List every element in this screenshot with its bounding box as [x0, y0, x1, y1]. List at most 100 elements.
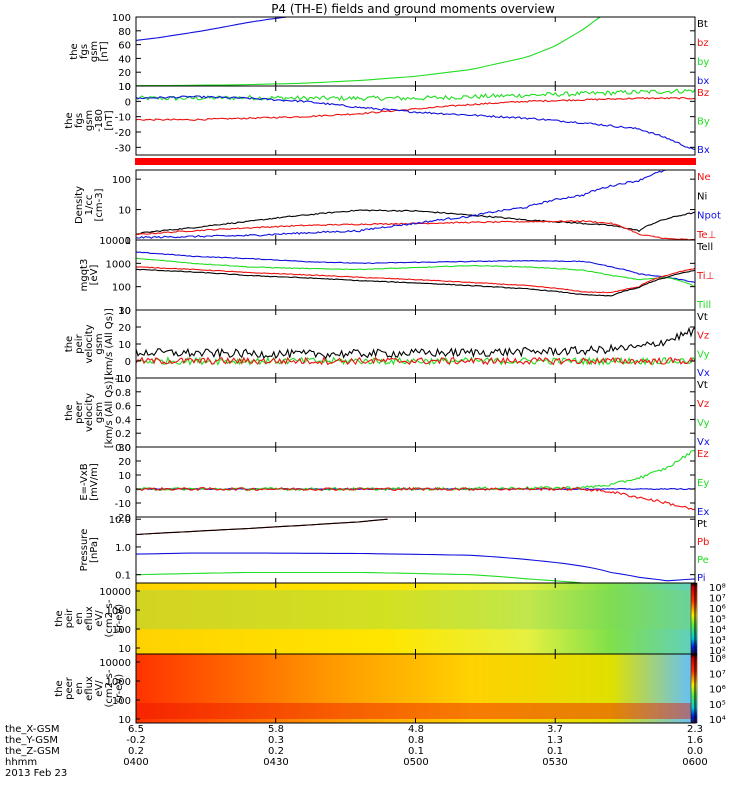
- y-axis-label: peer: [74, 400, 85, 424]
- x-tick-label: 4.8: [408, 724, 424, 735]
- colorbar-label: 10²: [709, 646, 726, 657]
- y-tick-label: 40: [118, 54, 131, 65]
- x-tick-label: 0.1: [547, 746, 563, 757]
- panel-frame: [135, 377, 696, 448]
- colorbar-label: 10⁶: [709, 685, 726, 696]
- x-tick-label: 0600: [682, 757, 707, 768]
- x-tick-label: 0430: [263, 757, 288, 768]
- y-tick-label: 1.0: [115, 374, 131, 385]
- y-tick-label: 10: [118, 340, 131, 351]
- y-axis-label: the: [64, 112, 75, 128]
- y-tick-label: 30: [118, 443, 131, 454]
- panel-3: 1 10 100 Density 1/cc [cm-3] Ne Ni Npot Te⊥: [74, 169, 721, 247]
- heatmap-band: [136, 703, 695, 719]
- series-line: [135, 16, 601, 87]
- y-axis-label: peir: [64, 608, 75, 628]
- y-axis-label: the: [54, 610, 65, 626]
- y-axis-label: eV/: [94, 610, 105, 627]
- y-tick-label: 30: [118, 306, 131, 317]
- y-tick-label: 10.0: [109, 515, 131, 526]
- y-tick-label: 20: [118, 323, 131, 334]
- x-row-label: hhmm: [5, 757, 37, 768]
- x-tick-label: 6.5: [128, 724, 144, 735]
- y-tick-label: 60: [118, 41, 131, 52]
- y-tick-label: 10: [118, 471, 131, 482]
- y-tick-label: 10: [118, 82, 131, 93]
- x-tick-label: 0530: [542, 757, 567, 768]
- y-tick-label: 1000: [106, 259, 131, 270]
- y-tick-label: 0.4: [115, 415, 131, 426]
- legend-entry: By: [697, 117, 710, 128]
- series-line: [135, 16, 287, 42]
- x-tick-label: 5.8: [268, 724, 284, 735]
- x-tick-label: 0.1: [408, 746, 424, 757]
- y-axis-label: [cm-3]: [94, 188, 105, 221]
- colorbar-label: 10⁷: [709, 594, 726, 605]
- y-tick-label: 0.2: [115, 429, 131, 440]
- legend-entry: Vz: [697, 331, 709, 342]
- y-axis-label: E=-VxB: [79, 463, 90, 500]
- panel-7: -20 -10 0 10 20 30 E=-VxB [mV/m] Ez Ey Ex: [79, 443, 709, 524]
- y-tick-label: 100: [112, 283, 131, 294]
- y-tick-label: -10: [115, 499, 131, 510]
- y-axis-label: [km/s (All Qs)]: [104, 377, 115, 449]
- legend-entry: Npot: [697, 211, 721, 222]
- panel-8: 0.1 1.0 10.0 Pressure [nPa] Pt Pb Pe Pi: [79, 515, 709, 584]
- x-tick-label: 0400: [123, 757, 148, 768]
- y-axis-label: [eV]: [89, 265, 100, 286]
- legend-entry: Bx: [697, 145, 710, 156]
- y-axis-label: eV/: [94, 680, 105, 697]
- series-line: [135, 257, 696, 288]
- x-tick-label: 0.8: [408, 735, 424, 746]
- y-tick-label: -20: [115, 128, 131, 139]
- legend-entry: Till: [696, 300, 711, 311]
- x-row-label: the_X-GSM: [5, 724, 59, 735]
- y-tick-label: -10: [115, 374, 131, 385]
- y-tick-label: 0: [125, 97, 131, 108]
- series-line: [135, 219, 695, 241]
- legend-entry: by: [697, 57, 709, 68]
- colorbar: [690, 582, 698, 655]
- y-tick-label: 10000: [99, 587, 131, 598]
- y-tick-label: -10: [115, 113, 131, 124]
- y-axis-label: fgs: [74, 113, 85, 128]
- series-line: [135, 486, 696, 511]
- series-line: [135, 95, 696, 151]
- y-axis-label: gsm: [84, 110, 95, 131]
- y-tick-label: 1000: [106, 606, 131, 617]
- x-tick-label: 1.6: [687, 735, 703, 746]
- series-line: [135, 449, 696, 492]
- y-tick-label: 10: [118, 644, 131, 655]
- x-tick-label: 0.0: [687, 746, 703, 757]
- series-line: [135, 251, 696, 284]
- y-axis-label: fgs: [79, 44, 90, 59]
- x-row-label: the_Y-GSM: [5, 735, 58, 746]
- legend-entry: Vz: [697, 399, 709, 410]
- series-line: [135, 266, 696, 294]
- y-axis-label: (cm2-s-: [104, 669, 115, 707]
- legend-entry: Pi: [697, 573, 706, 584]
- y-axis-label: gsm: [89, 41, 100, 62]
- y-tick-label: 0: [125, 82, 131, 93]
- y-tick-label: 20: [118, 457, 131, 468]
- y-axis-label: peer: [64, 676, 75, 700]
- y-axis-label: Pressure: [79, 529, 90, 572]
- colorbar-label: 10⁵: [709, 615, 726, 626]
- legend-entry: Vy: [697, 349, 710, 360]
- series-line: [135, 326, 696, 360]
- y-tick-label: 80: [118, 27, 131, 38]
- y-tick-label: 1000: [106, 677, 131, 688]
- series-line: [135, 356, 696, 366]
- y-axis-label: [km/s (All Qs)]: [104, 308, 115, 380]
- heatmap-band: [136, 590, 695, 630]
- colorbar-label: 10³: [709, 636, 726, 647]
- panel-frame: [135, 169, 696, 241]
- series-line: [135, 552, 696, 582]
- x-row-label: the_Z-GSM: [5, 746, 60, 757]
- date-label: 2013 Feb 23: [5, 768, 67, 779]
- y-tick-label: 10000: [99, 658, 131, 669]
- colorbar-label: 10⁷: [709, 669, 726, 680]
- y-tick-label: 1: [125, 236, 131, 247]
